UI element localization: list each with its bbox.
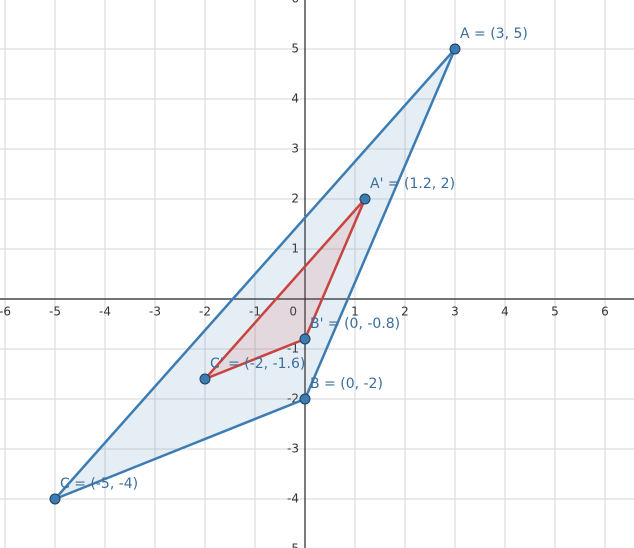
y-tick-label: 2	[291, 192, 299, 206]
point-label: C = (-5, -4)	[60, 476, 138, 492]
x-tick-label: 5	[551, 305, 559, 319]
y-tick-label: 6	[291, 0, 299, 6]
x-tick-label: 4	[501, 305, 509, 319]
x-tick-label: -1	[249, 305, 261, 319]
point-label: C' = (-2, -1.6)	[210, 356, 305, 372]
y-tick-label: 5	[291, 42, 299, 56]
x-tick-label: 0	[289, 305, 297, 319]
point-label: B' = (0, -0.8)	[310, 316, 400, 332]
triangle	[204, 198, 367, 381]
point	[49, 493, 61, 505]
point	[359, 193, 371, 205]
y-tick-label: -1	[287, 342, 299, 356]
x-tick-label: 1	[351, 305, 359, 319]
point-label: B = (0, -2)	[310, 376, 383, 392]
y-tick-label: 3	[291, 142, 299, 156]
x-tick-label: -5	[49, 305, 61, 319]
x-tick-label: -4	[99, 305, 111, 319]
x-tick-label: 2	[401, 305, 409, 319]
y-tick-label: -2	[287, 392, 299, 406]
point-label: A = (3, 5)	[460, 26, 528, 42]
y-tick-label: -4	[287, 492, 299, 506]
y-tick-label: 4	[291, 92, 299, 106]
point	[199, 373, 211, 385]
y-tick-label: 1	[291, 242, 299, 256]
x-tick-label: -2	[199, 305, 211, 319]
point	[299, 333, 311, 345]
y-tick-label: -3	[287, 442, 299, 456]
x-tick-label: -6	[0, 305, 11, 319]
x-tick-label: 3	[451, 305, 459, 319]
x-tick-label: 6	[601, 305, 609, 319]
point-label: A' = (1.2, 2)	[370, 176, 455, 192]
y-tick-label: -5	[287, 542, 299, 548]
x-tick-label: -3	[149, 305, 161, 319]
point	[449, 43, 461, 55]
triangle	[54, 48, 457, 501]
point	[299, 393, 311, 405]
